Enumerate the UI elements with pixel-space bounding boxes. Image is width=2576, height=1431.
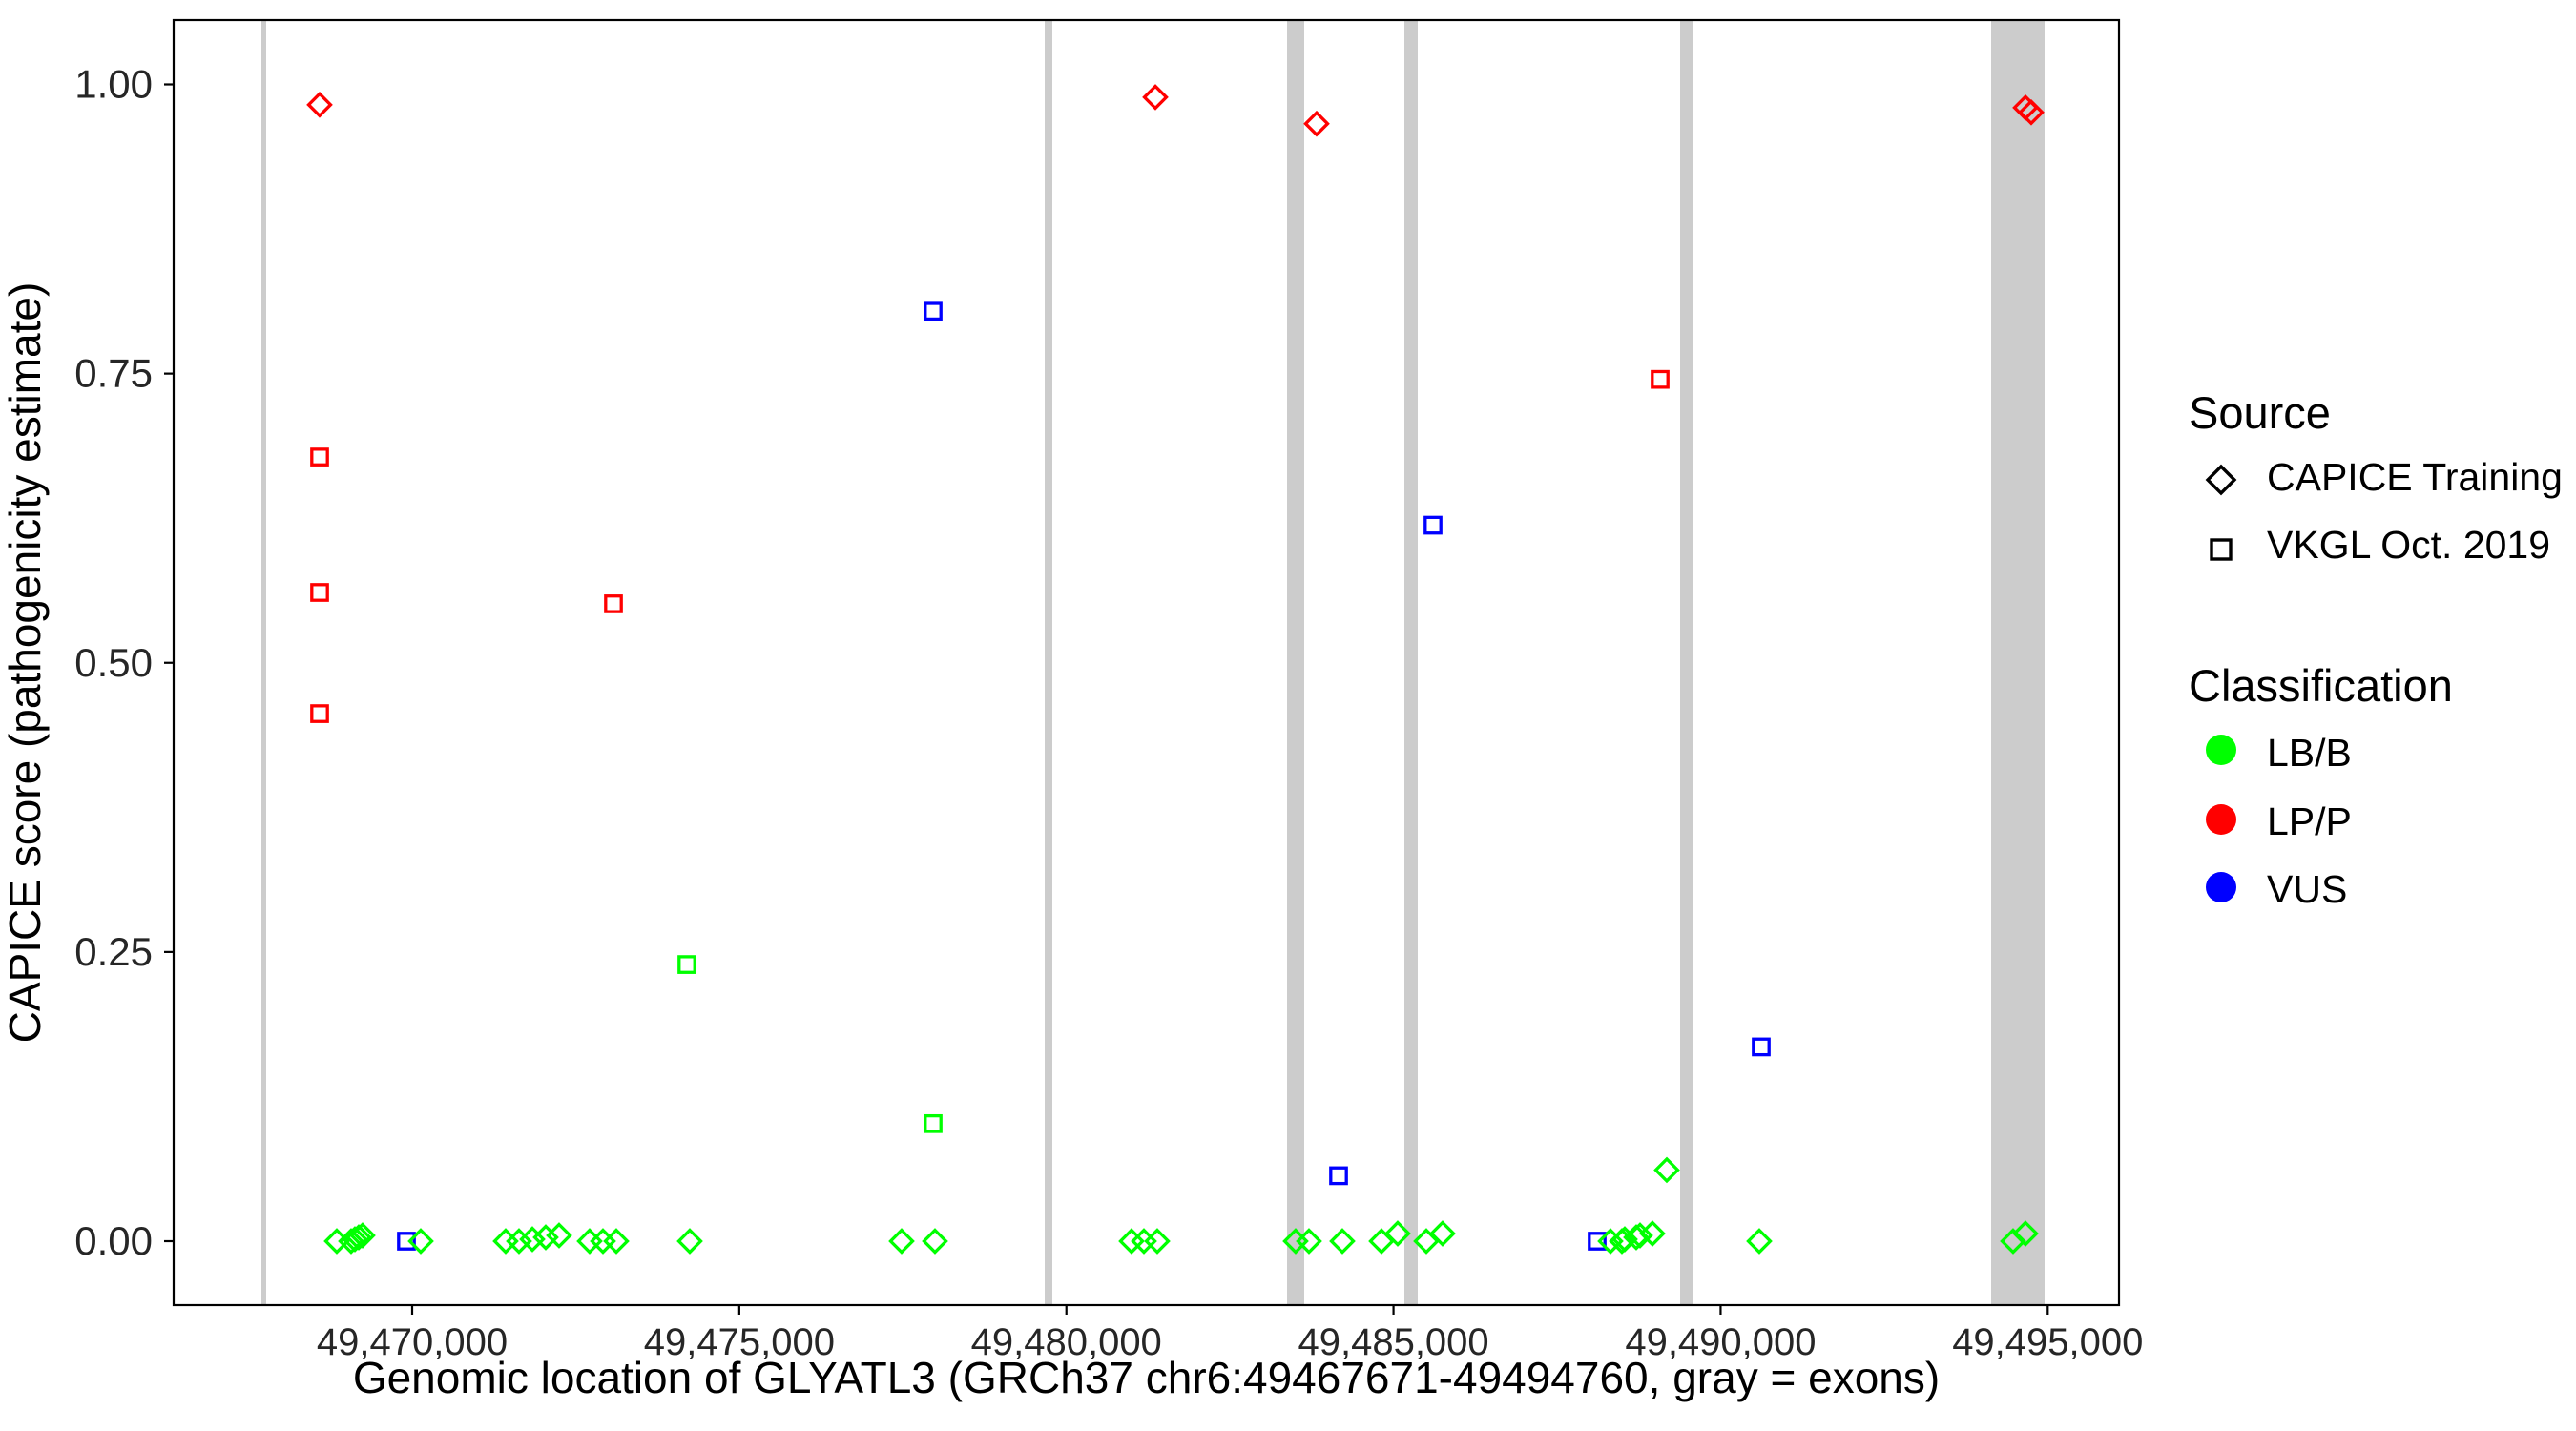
svg-text:VUS: VUS xyxy=(2267,867,2347,911)
svg-text:VKGL Oct. 2019: VKGL Oct. 2019 xyxy=(2267,523,2550,567)
svg-text:LP/P: LP/P xyxy=(2267,799,2352,843)
svg-text:Genomic location of GLYATL3 (G: Genomic location of GLYATL3 (GRCh37 chr6… xyxy=(353,1353,1940,1402)
svg-text:0.25: 0.25 xyxy=(74,929,153,974)
svg-text:Source: Source xyxy=(2189,387,2331,438)
svg-text:0.00: 0.00 xyxy=(74,1218,153,1263)
svg-text:CAPICE Training: CAPICE Training xyxy=(2267,455,2563,499)
svg-text:0.50: 0.50 xyxy=(74,640,153,685)
svg-text:LB/B: LB/B xyxy=(2267,731,2352,775)
svg-text:0.75: 0.75 xyxy=(74,351,153,396)
svg-text:Classification: Classification xyxy=(2189,660,2453,711)
svg-text:CAPICE score (pathogenicity es: CAPICE score (pathogenicity estimate) xyxy=(0,282,50,1044)
svg-text:49,495,000: 49,495,000 xyxy=(1952,1321,2143,1363)
svg-text:1.00: 1.00 xyxy=(74,62,153,107)
